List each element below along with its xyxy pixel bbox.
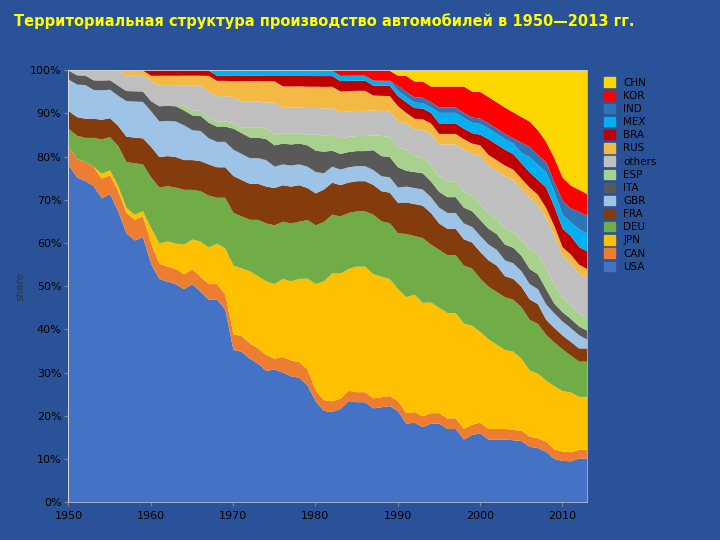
Text: Территориальная структура производство автомобилей в 1950—2013 гг.: Территориальная структура производство а… xyxy=(14,14,635,29)
Legend: CHN, KOR, IND, MEX, BRA, RUS, others, ESP, ITA, GBR, FRA, DEU, JPN, CAN, USA: CHN, KOR, IND, MEX, BRA, RUS, others, ES… xyxy=(603,76,659,274)
Y-axis label: share: share xyxy=(16,272,26,301)
